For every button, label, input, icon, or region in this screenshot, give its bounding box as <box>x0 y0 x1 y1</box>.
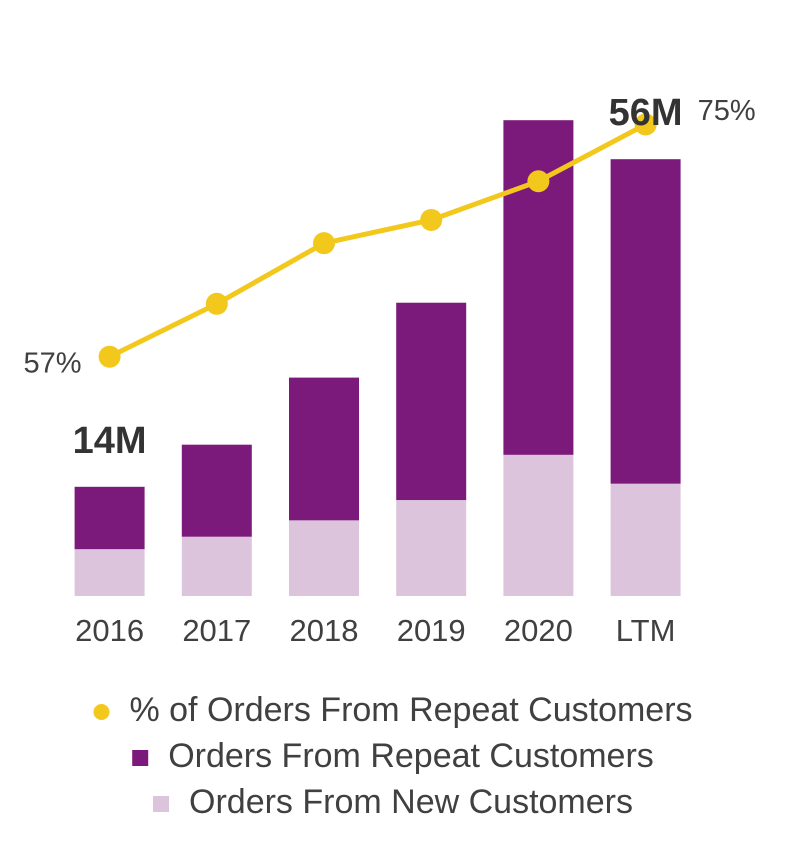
bar <box>74 486 145 550</box>
data-label: 57% <box>24 347 82 379</box>
x-tick-label: 2020 <box>504 613 573 648</box>
line-point <box>420 208 443 231</box>
legend-marker <box>93 704 110 720</box>
legend-marker <box>132 750 149 766</box>
x-tick-label: 2018 <box>290 613 359 648</box>
bar <box>396 500 467 596</box>
line-point <box>313 232 335 255</box>
x-tick-label: LTM <box>616 613 676 648</box>
x-tick-label: 2017 <box>182 613 251 648</box>
bar <box>396 302 467 501</box>
legend-item: % of Orders From Repeat Customers <box>93 691 693 729</box>
bar <box>289 377 359 521</box>
bar <box>74 549 145 596</box>
x-tick-label: 2019 <box>397 613 466 648</box>
line-point <box>634 113 657 136</box>
legend-item: Orders From New Customers <box>153 783 633 821</box>
line <box>108 122 647 359</box>
annotation: 14M <box>73 420 147 462</box>
data-label: 75% <box>698 95 756 127</box>
line-point <box>527 170 550 193</box>
bar <box>610 159 681 484</box>
bar <box>181 536 252 596</box>
legend-label: % of Orders From Repeat Customers <box>129 691 692 729</box>
line-point <box>98 345 121 368</box>
x-tick-label: 2016 <box>75 613 144 648</box>
bar <box>181 444 252 537</box>
legend-label: Orders From Repeat Customers <box>168 737 654 775</box>
annotation: 56M <box>609 92 683 134</box>
bar <box>289 520 359 596</box>
legend-marker <box>153 796 170 812</box>
legend-item: Orders From Repeat Customers <box>132 737 654 775</box>
legend-label: Orders From New Customers <box>189 783 633 821</box>
bar <box>503 454 574 596</box>
line-point <box>205 292 228 315</box>
bar <box>610 483 681 596</box>
